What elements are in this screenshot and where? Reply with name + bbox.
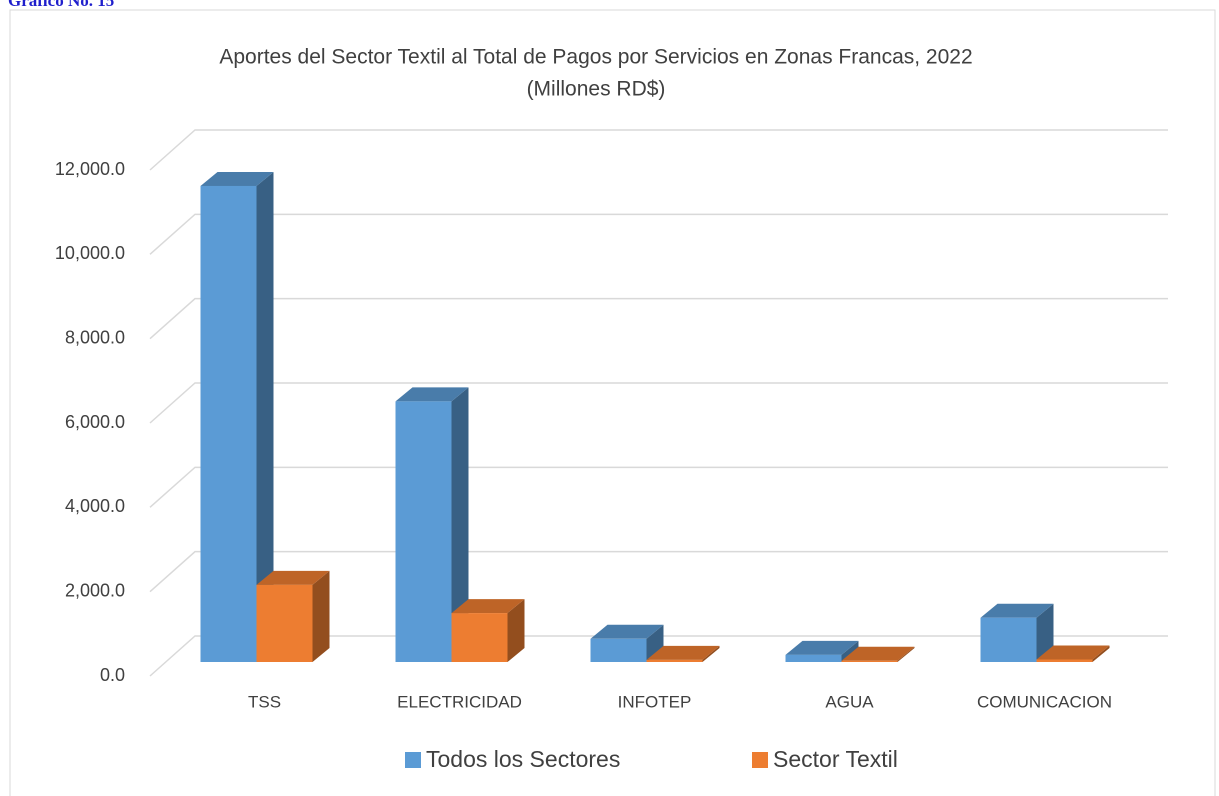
- grid-line: [149, 635, 1168, 677]
- bar-side: [1092, 645, 1110, 662]
- bar-top: [256, 570, 330, 585]
- bar-side: [451, 387, 469, 662]
- bar-side: [256, 171, 274, 662]
- grid-line: [149, 213, 1168, 255]
- bar-top: [590, 624, 664, 639]
- bar-side: [897, 646, 915, 662]
- bar: [841, 660, 898, 662]
- bar-side: [312, 570, 330, 662]
- bar: [646, 659, 703, 662]
- x-tick-label: AGUA: [825, 692, 874, 711]
- y-tick-label: 6,000.0: [65, 412, 125, 432]
- bar-side: [507, 599, 525, 662]
- bar: [200, 185, 257, 662]
- bar-side: [1036, 603, 1054, 662]
- bar: [451, 613, 508, 662]
- bar-side: [646, 624, 664, 662]
- bar-side: [841, 640, 859, 662]
- chart-title: Aportes del Sector Textil al Total de Pa…: [219, 46, 972, 69]
- grid-line: [149, 382, 1168, 424]
- bar-top: [980, 603, 1054, 618]
- bar-side: [702, 645, 720, 662]
- legend-swatch: [405, 752, 421, 768]
- bar-top: [395, 387, 469, 402]
- bar: [785, 654, 842, 662]
- y-tick-label: 10,000.0: [55, 243, 125, 263]
- y-tick-label: 8,000.0: [65, 327, 125, 347]
- y-tick-label: 2,000.0: [65, 580, 125, 600]
- y-tick-label: 4,000.0: [65, 496, 125, 516]
- bar-top: [646, 645, 720, 660]
- heading: Gráfico No. 15: [8, 0, 114, 10]
- bar-top: [785, 640, 859, 655]
- legend-label: Sector Textil: [773, 746, 898, 772]
- y-tick-label: 12,000.0: [55, 159, 125, 179]
- bar: [590, 638, 647, 662]
- chart-border: [9, 9, 1216, 796]
- bar-top: [1036, 645, 1110, 660]
- grid-line: [149, 129, 1168, 171]
- legend-label: Todos los Sectores: [426, 746, 620, 772]
- legend-swatch: [752, 752, 768, 768]
- x-tick-label: COMUNICACION: [977, 692, 1112, 711]
- bar: [256, 584, 313, 662]
- y-tick-label: 0.0: [100, 665, 125, 685]
- grid-line: [149, 550, 1168, 593]
- x-tick-label: INFOTEP: [618, 692, 692, 711]
- x-tick-label: TSS: [248, 692, 281, 711]
- grid-line: [149, 466, 1168, 508]
- bar-top: [451, 599, 525, 614]
- grid-line: [149, 297, 1168, 340]
- bar-top: [841, 646, 915, 661]
- bar: [395, 401, 452, 662]
- chart-subtitle: (Millones RD$): [527, 78, 666, 101]
- bar: [980, 617, 1037, 662]
- bar: [1036, 659, 1093, 662]
- x-tick-label: ELECTRICIDAD: [397, 692, 522, 711]
- bar-top: [200, 171, 274, 186]
